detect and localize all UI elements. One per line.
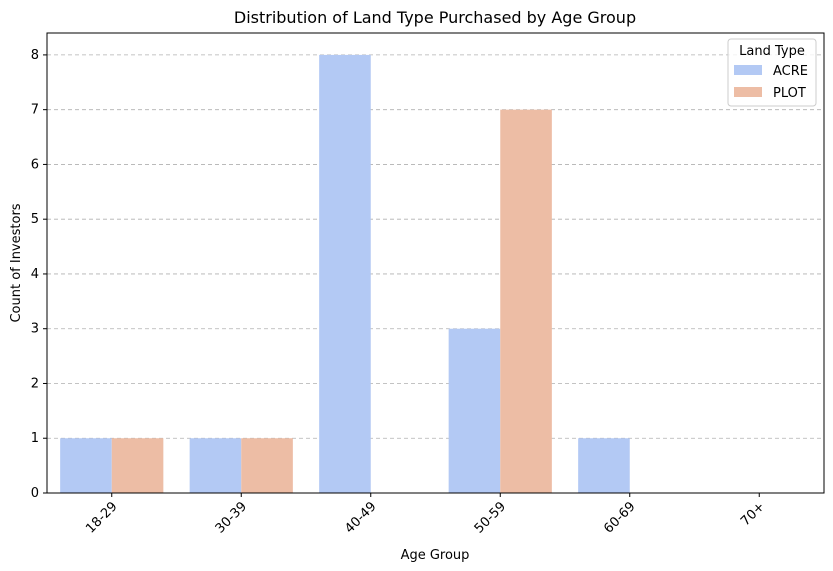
y-tick-label: 8 <box>31 48 39 63</box>
legend: Land Type ACRE PLOT <box>727 38 817 107</box>
y-tick-label: 5 <box>31 212 39 227</box>
y-tick-label: 0 <box>31 486 39 501</box>
legend-title: Land Type <box>739 44 805 59</box>
bar-plot-50-59 <box>500 109 552 494</box>
bar-plot-18-29 <box>111 438 164 493</box>
y-tick-label: 2 <box>31 376 39 391</box>
legend-label-acre: ACRE <box>773 64 808 79</box>
bar-acre-18-29 <box>60 438 112 493</box>
y-tick-label: 3 <box>31 322 39 337</box>
x-tick-label: 50-59 <box>472 499 509 536</box>
x-tick-label: 30-39 <box>213 499 250 536</box>
y-tick-label: 4 <box>31 267 39 282</box>
x-tick-label: 18-29 <box>83 499 120 536</box>
chart-title: Distribution of Land Type Purchased by A… <box>234 8 636 27</box>
plot-frame <box>46 32 825 494</box>
x-tick-label: 40-49 <box>342 499 379 536</box>
bar-acre-40-49 <box>319 54 371 494</box>
x-axis-title: Age Group <box>401 548 470 563</box>
bar-acre-30-39 <box>189 438 242 493</box>
y-tick-label: 6 <box>31 157 39 172</box>
x-tick-label: 70+ <box>738 499 768 529</box>
y-axis-ticks: 0 1 2 3 4 5 6 7 8 <box>31 48 47 501</box>
legend-label-plot: PLOT <box>773 86 806 101</box>
bar-acre-50-59 <box>448 328 501 493</box>
x-tick-label: 60-69 <box>601 499 638 536</box>
y-axis-title: Count of Investors <box>9 203 24 322</box>
bars <box>60 54 630 494</box>
legend-swatch-acre <box>734 65 762 75</box>
legend-swatch-plot <box>734 87 762 97</box>
x-axis-ticks: 18-29 30-39 40-49 50-59 60-69 70+ <box>83 493 768 537</box>
gridlines <box>47 54 824 494</box>
y-tick-label: 7 <box>31 103 39 118</box>
bar-acre-60-69 <box>578 438 630 493</box>
bar-plot-30-39 <box>241 438 293 493</box>
y-tick-label: 1 <box>31 431 39 446</box>
